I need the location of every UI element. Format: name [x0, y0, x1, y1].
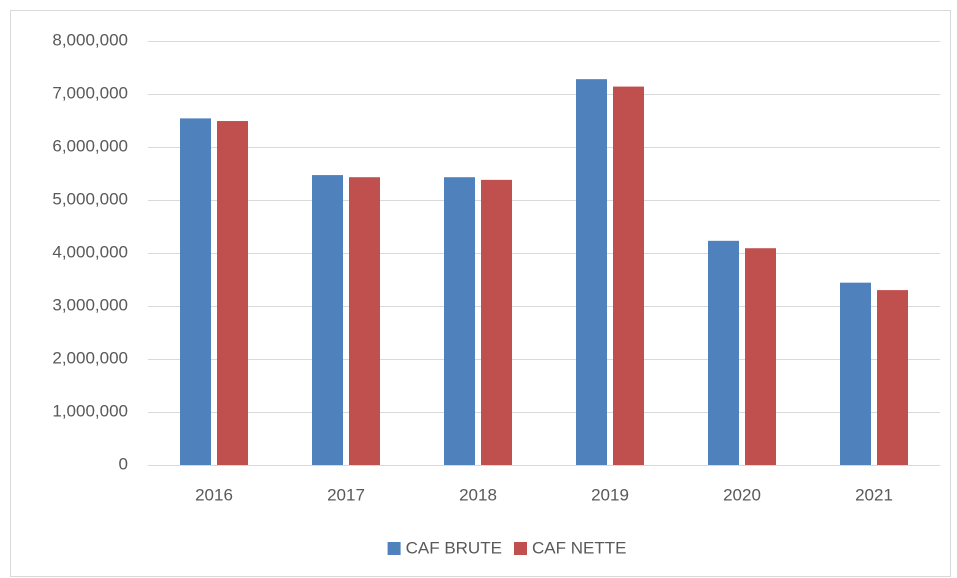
bar — [613, 86, 644, 465]
legend-label: CAF NETTE — [532, 538, 626, 557]
bar — [840, 282, 871, 465]
bar — [877, 290, 908, 465]
bar — [312, 175, 343, 465]
x-tick-label: 2020 — [723, 485, 761, 504]
bar — [708, 240, 739, 465]
x-tick-label: 2021 — [855, 485, 893, 504]
y-tick-label: 4,000,000 — [52, 242, 128, 261]
bar — [349, 177, 380, 465]
x-tick-label: 2016 — [195, 485, 233, 504]
bar — [576, 79, 607, 465]
y-tick-label: 5,000,000 — [52, 189, 128, 208]
bar — [444, 177, 475, 465]
legend-swatch — [387, 542, 401, 555]
y-tick-label: 8,000,000 — [52, 30, 128, 49]
y-tick-label: 7,000,000 — [52, 83, 128, 102]
legend-label: CAF BRUTE — [406, 538, 502, 557]
x-tick-label: 2018 — [459, 485, 497, 504]
bar — [217, 121, 248, 465]
bar — [481, 179, 512, 466]
bar — [745, 248, 776, 465]
x-tick-label: 2019 — [591, 485, 629, 504]
y-tick-label: 2,000,000 — [52, 348, 128, 367]
bar — [180, 118, 211, 465]
chart-frame — [10, 10, 951, 577]
y-tick-label: 0 — [119, 454, 128, 473]
y-tick-label: 1,000,000 — [52, 401, 128, 420]
x-tick-label: 2017 — [327, 485, 365, 504]
legend-swatch — [514, 542, 527, 555]
y-tick-label: 6,000,000 — [52, 136, 128, 155]
y-tick-label: 3,000,000 — [52, 295, 128, 314]
